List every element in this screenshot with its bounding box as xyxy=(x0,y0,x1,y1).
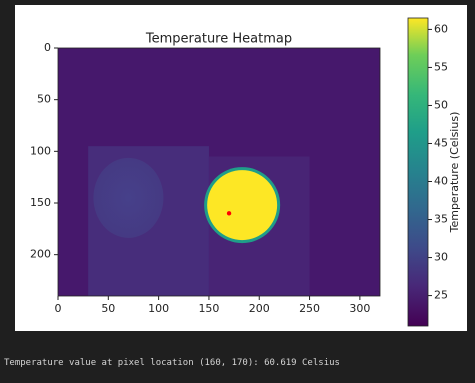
x-tick-label: 300 xyxy=(349,302,370,315)
output-text: Temperature value at pixel location (160… xyxy=(4,358,340,368)
x-tick-label: 50 xyxy=(101,302,115,315)
point xyxy=(227,211,231,215)
page: Temperature Heatmap 0 50 100 150 200 250 300 0 5… xyxy=(0,0,475,383)
colorbar-tick-label: 30 xyxy=(434,251,448,264)
hot-spot xyxy=(207,170,277,240)
x-tick-label: 250 xyxy=(299,302,320,315)
colorbar-tick-label: 45 xyxy=(434,136,448,149)
chart-title: Temperature Heatmap xyxy=(145,32,292,47)
colorbar-tick-label: 40 xyxy=(434,175,448,188)
colorbar-tick-label: 55 xyxy=(434,60,448,73)
colorbar-tick-label: 25 xyxy=(434,289,448,302)
colorbar-label: Temperature (Celsius) xyxy=(448,112,461,234)
y-tick-label: 100 xyxy=(30,144,51,157)
warm-blob xyxy=(93,158,163,238)
colorbar-tick-label: 35 xyxy=(434,213,448,226)
colorbar-tick-label: 60 xyxy=(434,22,448,35)
figure: Temperature Heatmap 0 50 100 150 200 250 300 0 5… xyxy=(0,0,475,350)
x-tick-label: 200 xyxy=(249,302,270,315)
y-tick-label: 150 xyxy=(30,196,51,209)
x-tick-label: 150 xyxy=(198,302,219,315)
y-tick-label: 50 xyxy=(37,93,51,106)
colorbar-tick-label: 50 xyxy=(434,98,448,111)
y-tick-label: 0 xyxy=(44,41,51,54)
x-tick-label: 0 xyxy=(55,302,62,315)
colorbar xyxy=(408,18,428,326)
x-tick-label: 100 xyxy=(148,302,169,315)
y-tick-label: 200 xyxy=(30,248,51,261)
heatmap xyxy=(58,48,380,296)
